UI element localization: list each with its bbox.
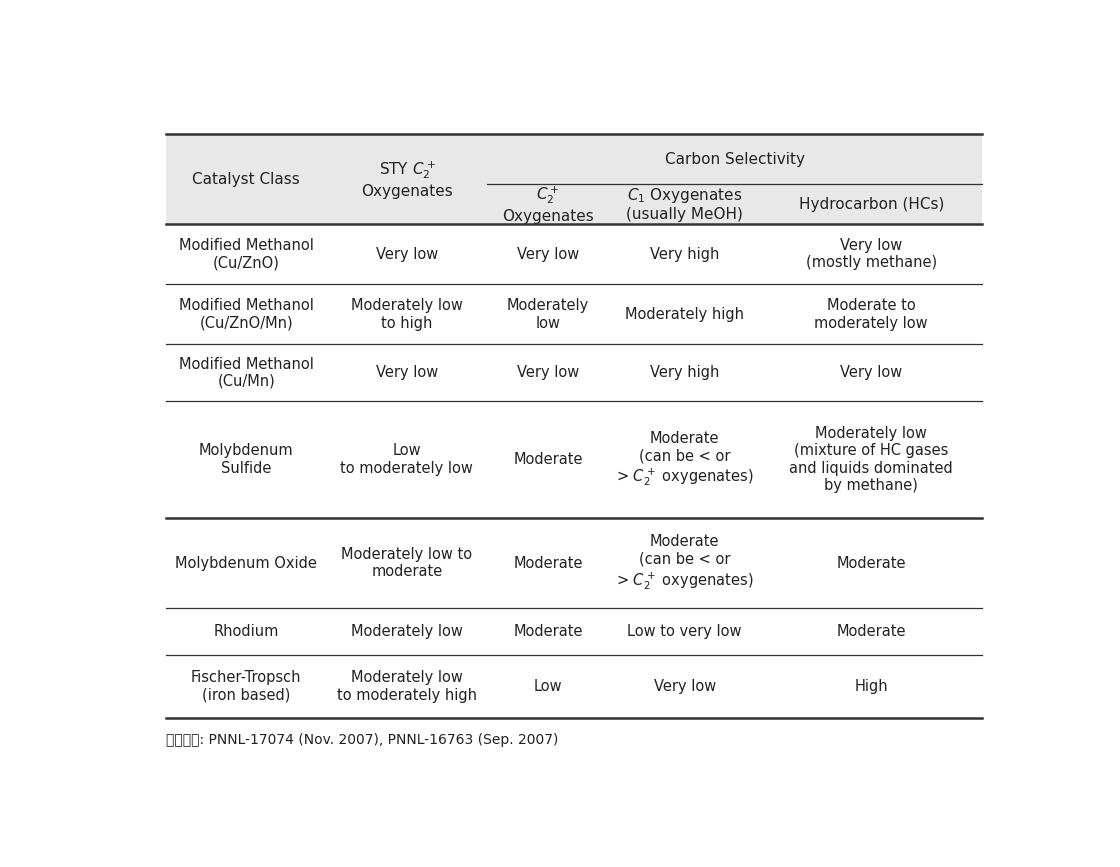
Text: Modified Methanol
(Cu/ZnO): Modified Methanol (Cu/ZnO) (179, 238, 314, 271)
Text: Catalyst Class: Catalyst Class (193, 172, 300, 186)
Text: Moderate: Moderate (513, 452, 582, 467)
Text: Moderately low
to moderately high: Moderately low to moderately high (337, 670, 477, 703)
Text: Very low: Very low (376, 247, 438, 262)
Text: Very low
(mostly methane): Very low (mostly methane) (805, 238, 936, 271)
Text: Very low: Very low (840, 365, 903, 381)
Text: Moderate
(can be < or
> $C_2^+$ oxygenates): Moderate (can be < or > $C_2^+$ oxygenat… (616, 534, 754, 591)
Bar (166, 134, 982, 225)
Text: $C_2^+$
Oxygenates: $C_2^+$ Oxygenates (502, 185, 594, 224)
Text: Moderately low
to high: Moderately low to high (351, 298, 463, 330)
Text: Low: Low (533, 679, 562, 694)
Text: Molybdenum Oxide: Molybdenum Oxide (176, 556, 317, 570)
Text: Moderate: Moderate (513, 556, 582, 570)
Text: Low to very low: Low to very low (627, 624, 741, 639)
Text: Modified Methanol
(Cu/ZnO/Mn): Modified Methanol (Cu/ZnO/Mn) (179, 298, 314, 330)
Text: Very low: Very low (376, 365, 438, 381)
Text: STY $C_2^+$
Oxygenates: STY $C_2^+$ Oxygenates (361, 160, 452, 199)
Text: Very low: Very low (516, 365, 579, 381)
Text: Moderate to
moderately low: Moderate to moderately low (814, 298, 928, 330)
Text: Fischer-Tropsch
(iron based): Fischer-Tropsch (iron based) (192, 670, 301, 703)
Text: High: High (855, 679, 888, 694)
Text: Carbon Selectivity: Carbon Selectivity (664, 152, 804, 166)
Text: Moderately low to
moderate: Moderately low to moderate (342, 547, 473, 579)
Text: $C_1$ Oxygenates
(usually MeOH): $C_1$ Oxygenates (usually MeOH) (626, 186, 743, 222)
Text: Very low: Very low (654, 679, 716, 694)
Text: Hydrocarbon (HCs): Hydrocarbon (HCs) (799, 197, 944, 212)
Text: Moderate: Moderate (513, 624, 582, 639)
Text: Moderate
(can be < or
> $C_2^+$ oxygenates): Moderate (can be < or > $C_2^+$ oxygenat… (616, 431, 754, 488)
Text: Very high: Very high (650, 365, 719, 381)
Text: Very high: Very high (650, 247, 719, 262)
Text: Moderate: Moderate (837, 624, 906, 639)
Text: Rhodium: Rhodium (214, 624, 279, 639)
Text: Modified Methanol
(Cu/Mn): Modified Methanol (Cu/Mn) (179, 356, 314, 389)
Text: Very low: Very low (516, 247, 579, 262)
Text: Low
to moderately low: Low to moderately low (340, 443, 474, 476)
Text: Moderately low
(mixture of HC gases
and liquids dominated
by methane): Moderately low (mixture of HC gases and … (790, 426, 953, 493)
Text: Moderately high: Moderately high (625, 307, 744, 322)
Text: Moderately
low: Moderately low (507, 298, 589, 330)
Text: Molybdenum
Sulfide: Molybdenum Sulfide (199, 443, 293, 476)
Text: 참고문헌: PNNL-17074 (Nov. 2007), PNNL-16763 (Sep. 2007): 참고문헌: PNNL-17074 (Nov. 2007), PNNL-16763… (166, 733, 559, 746)
Text: Moderately low: Moderately low (351, 624, 463, 639)
Text: Moderate: Moderate (837, 556, 906, 570)
